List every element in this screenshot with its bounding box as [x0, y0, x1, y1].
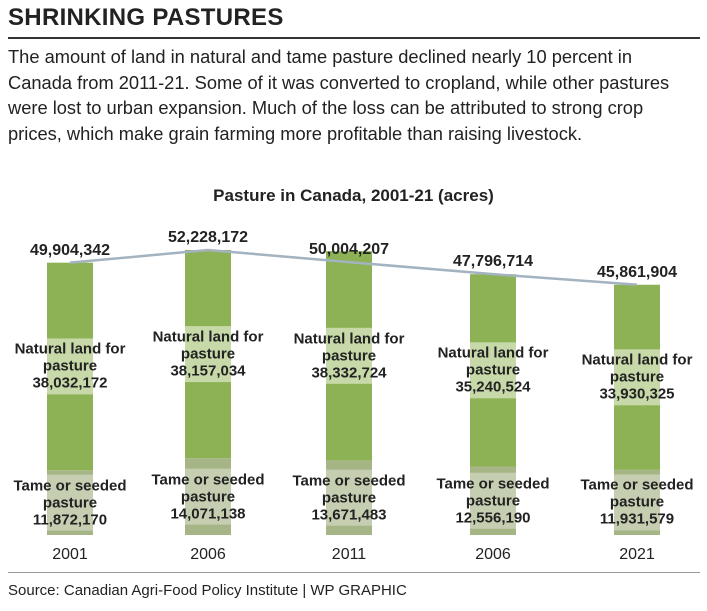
label-band: [326, 469, 372, 526]
total-label: 47,796,714: [452, 253, 534, 271]
value-label: 11,931,579: [599, 510, 675, 528]
x-tick-label: 2021: [619, 546, 655, 563]
series-name: Tame or seeded pasture: [151, 471, 265, 506]
value-label: 38,157,034: [170, 362, 246, 380]
segment-label: Natural land for pasture 38,032,172: [6, 341, 134, 392]
x-tick-label: 2001: [52, 546, 88, 563]
series-name: Natural land for pasture: [437, 344, 549, 379]
label-band: [470, 342, 516, 399]
label-band: [326, 327, 372, 384]
series-name: Tame or seeded pasture: [436, 475, 550, 510]
x-tick-label: 2006: [475, 546, 511, 563]
series-name: Natural land for pasture: [293, 330, 405, 365]
value-label: 12,556,190: [455, 509, 531, 527]
value-label: 14,071,138: [170, 505, 246, 523]
segment-label: Natural land for pasture 38,157,034: [144, 329, 272, 380]
value-label: 38,032,172: [32, 374, 108, 392]
segment-label: Tame or seeded pasture 12,556,190: [429, 475, 557, 526]
label-band: [185, 468, 231, 525]
segment-label: Tame or seeded pasture 11,872,170: [6, 477, 134, 528]
x-tick-label: 2011: [331, 546, 367, 563]
total-label: 50,004,207: [308, 241, 390, 259]
value-label: 33,930,325: [599, 385, 675, 403]
value-label: 38,332,724: [311, 364, 387, 382]
header: SHRINKING PASTURES: [8, 4, 284, 31]
source: Source: Canadian Agri-Food Policy Instit…: [8, 582, 407, 599]
value-label: 13,671,483: [311, 506, 387, 524]
series-name: Natural land for pasture: [152, 328, 264, 363]
total-label: 49,904,342: [29, 241, 111, 259]
label-band: [47, 338, 93, 395]
segment-label: Natural land for pasture 35,240,524: [429, 345, 557, 396]
label-band: [614, 349, 660, 406]
label-band: [470, 472, 516, 529]
series-name: Tame or seeded pasture: [580, 476, 694, 511]
rule: [8, 572, 700, 573]
rule: [8, 37, 700, 39]
segment-label: Natural land for pasture 38,332,724: [285, 330, 413, 381]
segment-label: Tame or seeded pasture 11,931,579: [573, 477, 701, 528]
label-band: [185, 326, 231, 383]
total-label: 52,228,172: [167, 229, 249, 246]
total-label: 45,861,904: [596, 263, 678, 281]
label-band: [614, 474, 660, 531]
chart-title: Pasture in Canada, 2001-21 (acres): [213, 186, 494, 205]
series-name: Tame or seeded pasture: [13, 477, 127, 512]
x-tick-label: 2006: [190, 546, 226, 563]
description: The amount of land in natural and tame p…: [8, 46, 670, 144]
total-line: [69, 248, 638, 286]
segment-label: Natural land for pasture 33,930,325: [573, 352, 701, 403]
segment-label: Tame or seeded pasture 14,071,138: [144, 471, 272, 522]
segment-label: Tame or seeded pasture 13,671,483: [285, 472, 413, 523]
value-label: 11,872,170: [32, 511, 108, 529]
value-label: 35,240,524: [455, 378, 531, 396]
series-name: Natural land for pasture: [14, 340, 126, 375]
label-band: [47, 474, 93, 531]
series-name: Natural land for pasture: [581, 351, 693, 386]
series-name: Tame or seeded pasture: [292, 472, 406, 507]
